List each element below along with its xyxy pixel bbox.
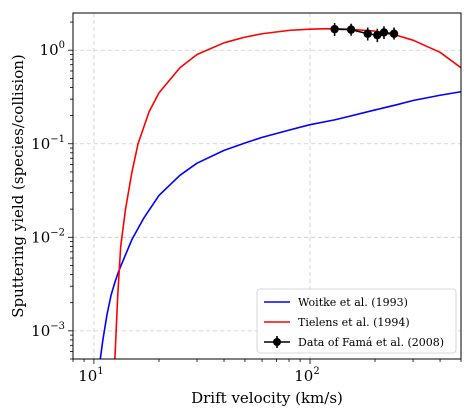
- ticks: 101 102 100 10−1 10−2 10−3: [31, 21, 462, 385]
- series-3-point: [363, 29, 372, 38]
- x-axis-title: Drift velocity (km/s): [191, 389, 343, 407]
- legend-label: Data of Famá et al. (2008): [298, 336, 444, 349]
- series-1-line: [99, 90, 461, 359]
- series-3-point: [379, 28, 389, 37]
- legend: Woitke et al. (1993) Tielens et al. (1994…: [256, 288, 457, 354]
- y-axis-title: Sputtering yield (species/collision): [9, 54, 27, 318]
- series-3-point: [389, 29, 399, 38]
- series-3-point: [373, 30, 382, 40]
- x-tick-label: 101: [78, 366, 103, 385]
- y-tick-label: 10−1: [31, 134, 65, 153]
- y-tick-label: 10−3: [31, 321, 65, 340]
- x-tick-label: 102: [294, 366, 319, 385]
- series-layer: [99, 23, 461, 359]
- plot-frame: [72, 12, 462, 360]
- y-tick-label: 100: [40, 40, 65, 59]
- legend-marker: [273, 338, 281, 346]
- y-tick-label: 10−2: [31, 227, 65, 246]
- legend-label: Tielens et al. (1994): [298, 316, 410, 329]
- legend-box: [256, 288, 457, 354]
- series-3-point: [330, 24, 339, 34]
- legend-label: Woitke et al. (1993): [298, 296, 408, 309]
- series-3-point: [346, 25, 356, 34]
